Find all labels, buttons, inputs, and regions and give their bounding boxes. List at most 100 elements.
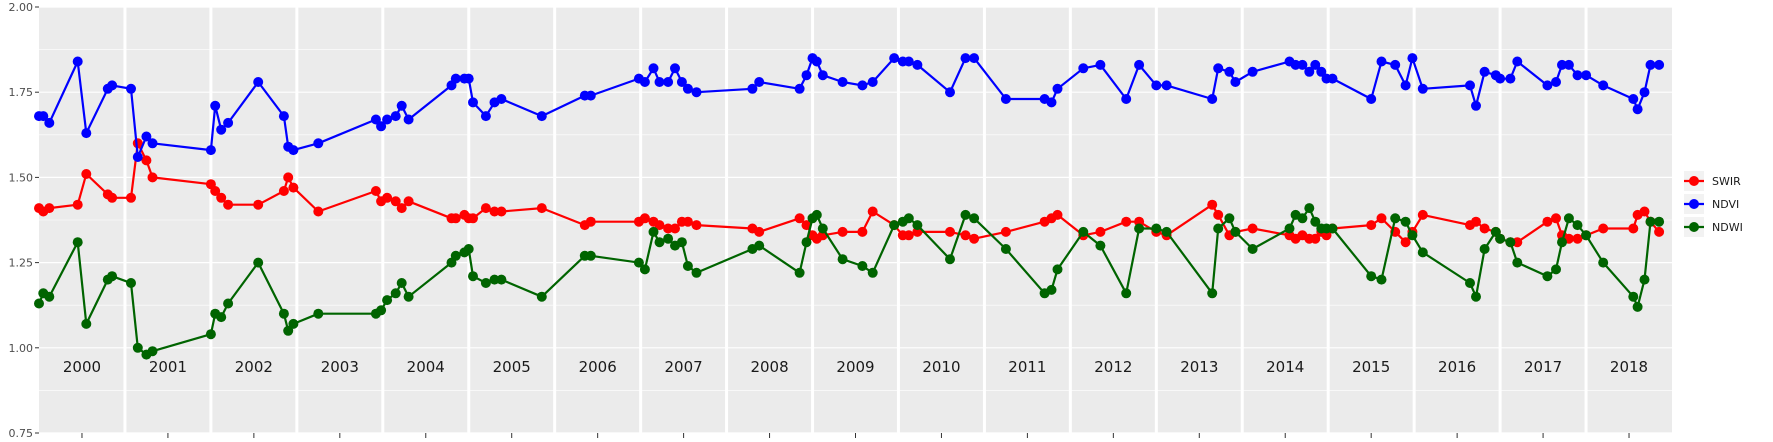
data-point-swir <box>253 199 264 210</box>
data-point-swir <box>489 206 500 217</box>
data-point-swir <box>216 192 227 203</box>
data-point-ndwi <box>1366 271 1377 282</box>
data-point-ndwi <box>1400 216 1411 227</box>
data-point-ndwi <box>132 342 143 353</box>
data-point-ndvi <box>811 56 822 67</box>
data-point-ndvi <box>313 138 324 149</box>
data-point-ndvi <box>1557 59 1567 70</box>
data-point-ndwi <box>1230 226 1241 237</box>
data-point-ndwi <box>1598 257 1609 268</box>
data-point-swir <box>107 192 118 203</box>
data-point-ndvi <box>960 53 971 64</box>
data-point-swir <box>496 206 507 217</box>
data-point-ndvi <box>1581 70 1592 81</box>
data-point-ndvi <box>747 83 758 94</box>
data-point-ndwi <box>1632 301 1643 312</box>
data-point-ndvi <box>1628 94 1639 104</box>
data-point-swir <box>288 182 299 193</box>
year-labels: 2000 2001 2002 2003 2004 2005 2006 2007 2008 2009… <box>63 358 1648 376</box>
y-tick-label: 0.75 <box>9 427 34 440</box>
data-point-swir <box>837 226 848 237</box>
data-point-ndwi <box>480 278 491 288</box>
data-point-ndvi <box>648 63 659 74</box>
data-point-ndwi <box>1407 230 1418 241</box>
data-point-ndvi <box>1563 59 1574 70</box>
data-point-ndwi <box>403 291 414 302</box>
year-label: 2012 <box>1094 358 1132 376</box>
data-point-ndvi <box>1304 66 1315 77</box>
data-point-ndwi <box>1542 271 1553 282</box>
data-point-ndwi <box>44 291 55 302</box>
data-point-ndvi <box>969 53 980 64</box>
legend-key-point <box>1689 199 1699 209</box>
data-point-ndwi <box>682 261 693 271</box>
data-point-ndvi <box>288 145 299 156</box>
data-point-swir <box>691 220 702 231</box>
data-point-ndvi <box>1654 59 1665 70</box>
data-point-ndwi <box>1000 244 1011 254</box>
data-point-swir <box>1479 223 1490 234</box>
data-point-ndvi <box>691 87 702 98</box>
data-point-swir <box>1366 220 1377 231</box>
data-point-ndvi <box>1046 97 1057 108</box>
data-point-ndwi <box>648 226 659 237</box>
data-point-ndwi <box>639 264 650 275</box>
data-point-ndwi <box>1465 278 1475 288</box>
year-label: 2000 <box>63 358 101 376</box>
data-point-ndvi <box>396 100 407 111</box>
data-point-swir <box>1247 223 1258 234</box>
data-point-ndvi <box>126 83 136 94</box>
data-point-ndvi <box>1479 66 1490 77</box>
data-point-ndwi <box>676 237 687 248</box>
data-point-ndwi <box>1557 237 1567 248</box>
data-point-ndwi <box>1581 230 1592 241</box>
data-point-ndwi <box>1247 244 1258 254</box>
data-point-ndwi <box>633 257 644 268</box>
data-point-swir <box>969 233 980 244</box>
data-point-ndvi <box>210 100 221 111</box>
data-point-ndwi <box>396 278 407 288</box>
data-point-ndwi <box>1224 213 1235 224</box>
data-point-ndwi <box>1046 284 1057 295</box>
data-point-swir <box>126 192 136 203</box>
data-point-swir <box>754 226 765 237</box>
data-point-ndvi <box>837 77 848 87</box>
data-point-ndwi <box>801 237 812 248</box>
data-point-ndwi <box>81 318 92 329</box>
legend-key-point <box>1689 222 1699 232</box>
data-point-ndwi <box>1207 288 1218 299</box>
data-point-ndvi <box>141 131 152 142</box>
data-point-ndvi <box>1207 94 1218 104</box>
data-point-swir <box>1598 223 1609 234</box>
data-point-ndwi <box>585 250 596 261</box>
year-label: 2017 <box>1524 358 1562 376</box>
data-point-ndwi <box>1563 213 1574 224</box>
data-point-swir <box>1417 209 1428 220</box>
data-point-ndwi <box>1121 288 1132 299</box>
data-point-swir <box>945 226 955 237</box>
year-label: 2011 <box>1008 358 1046 376</box>
data-point-ndvi <box>889 53 900 64</box>
data-point-ndvi <box>1495 73 1506 84</box>
data-point-ndwi <box>72 237 83 248</box>
data-point-swir <box>382 192 393 203</box>
series-layer <box>34 53 1665 360</box>
data-point-ndvi <box>682 83 693 94</box>
year-label: 2014 <box>1266 358 1304 376</box>
data-point-ndvi <box>676 77 687 87</box>
data-point-swir <box>867 206 878 217</box>
data-point-swir <box>1512 237 1523 248</box>
data-point-ndwi <box>489 274 500 285</box>
data-point-ndvi <box>1161 80 1172 91</box>
data-point-ndvi <box>1297 59 1308 70</box>
data-point-ndvi <box>754 77 765 87</box>
data-point-ndvi <box>223 117 234 128</box>
data-point-swir <box>960 230 971 241</box>
data-point-swir <box>1052 209 1063 220</box>
year-label: 2010 <box>922 358 960 376</box>
data-point-swir <box>210 186 221 196</box>
data-point-ndwi <box>1284 223 1295 234</box>
legend-label-swir: SWIR <box>1712 175 1741 188</box>
data-point-ndvi <box>912 59 923 70</box>
data-point-ndvi <box>450 73 461 84</box>
